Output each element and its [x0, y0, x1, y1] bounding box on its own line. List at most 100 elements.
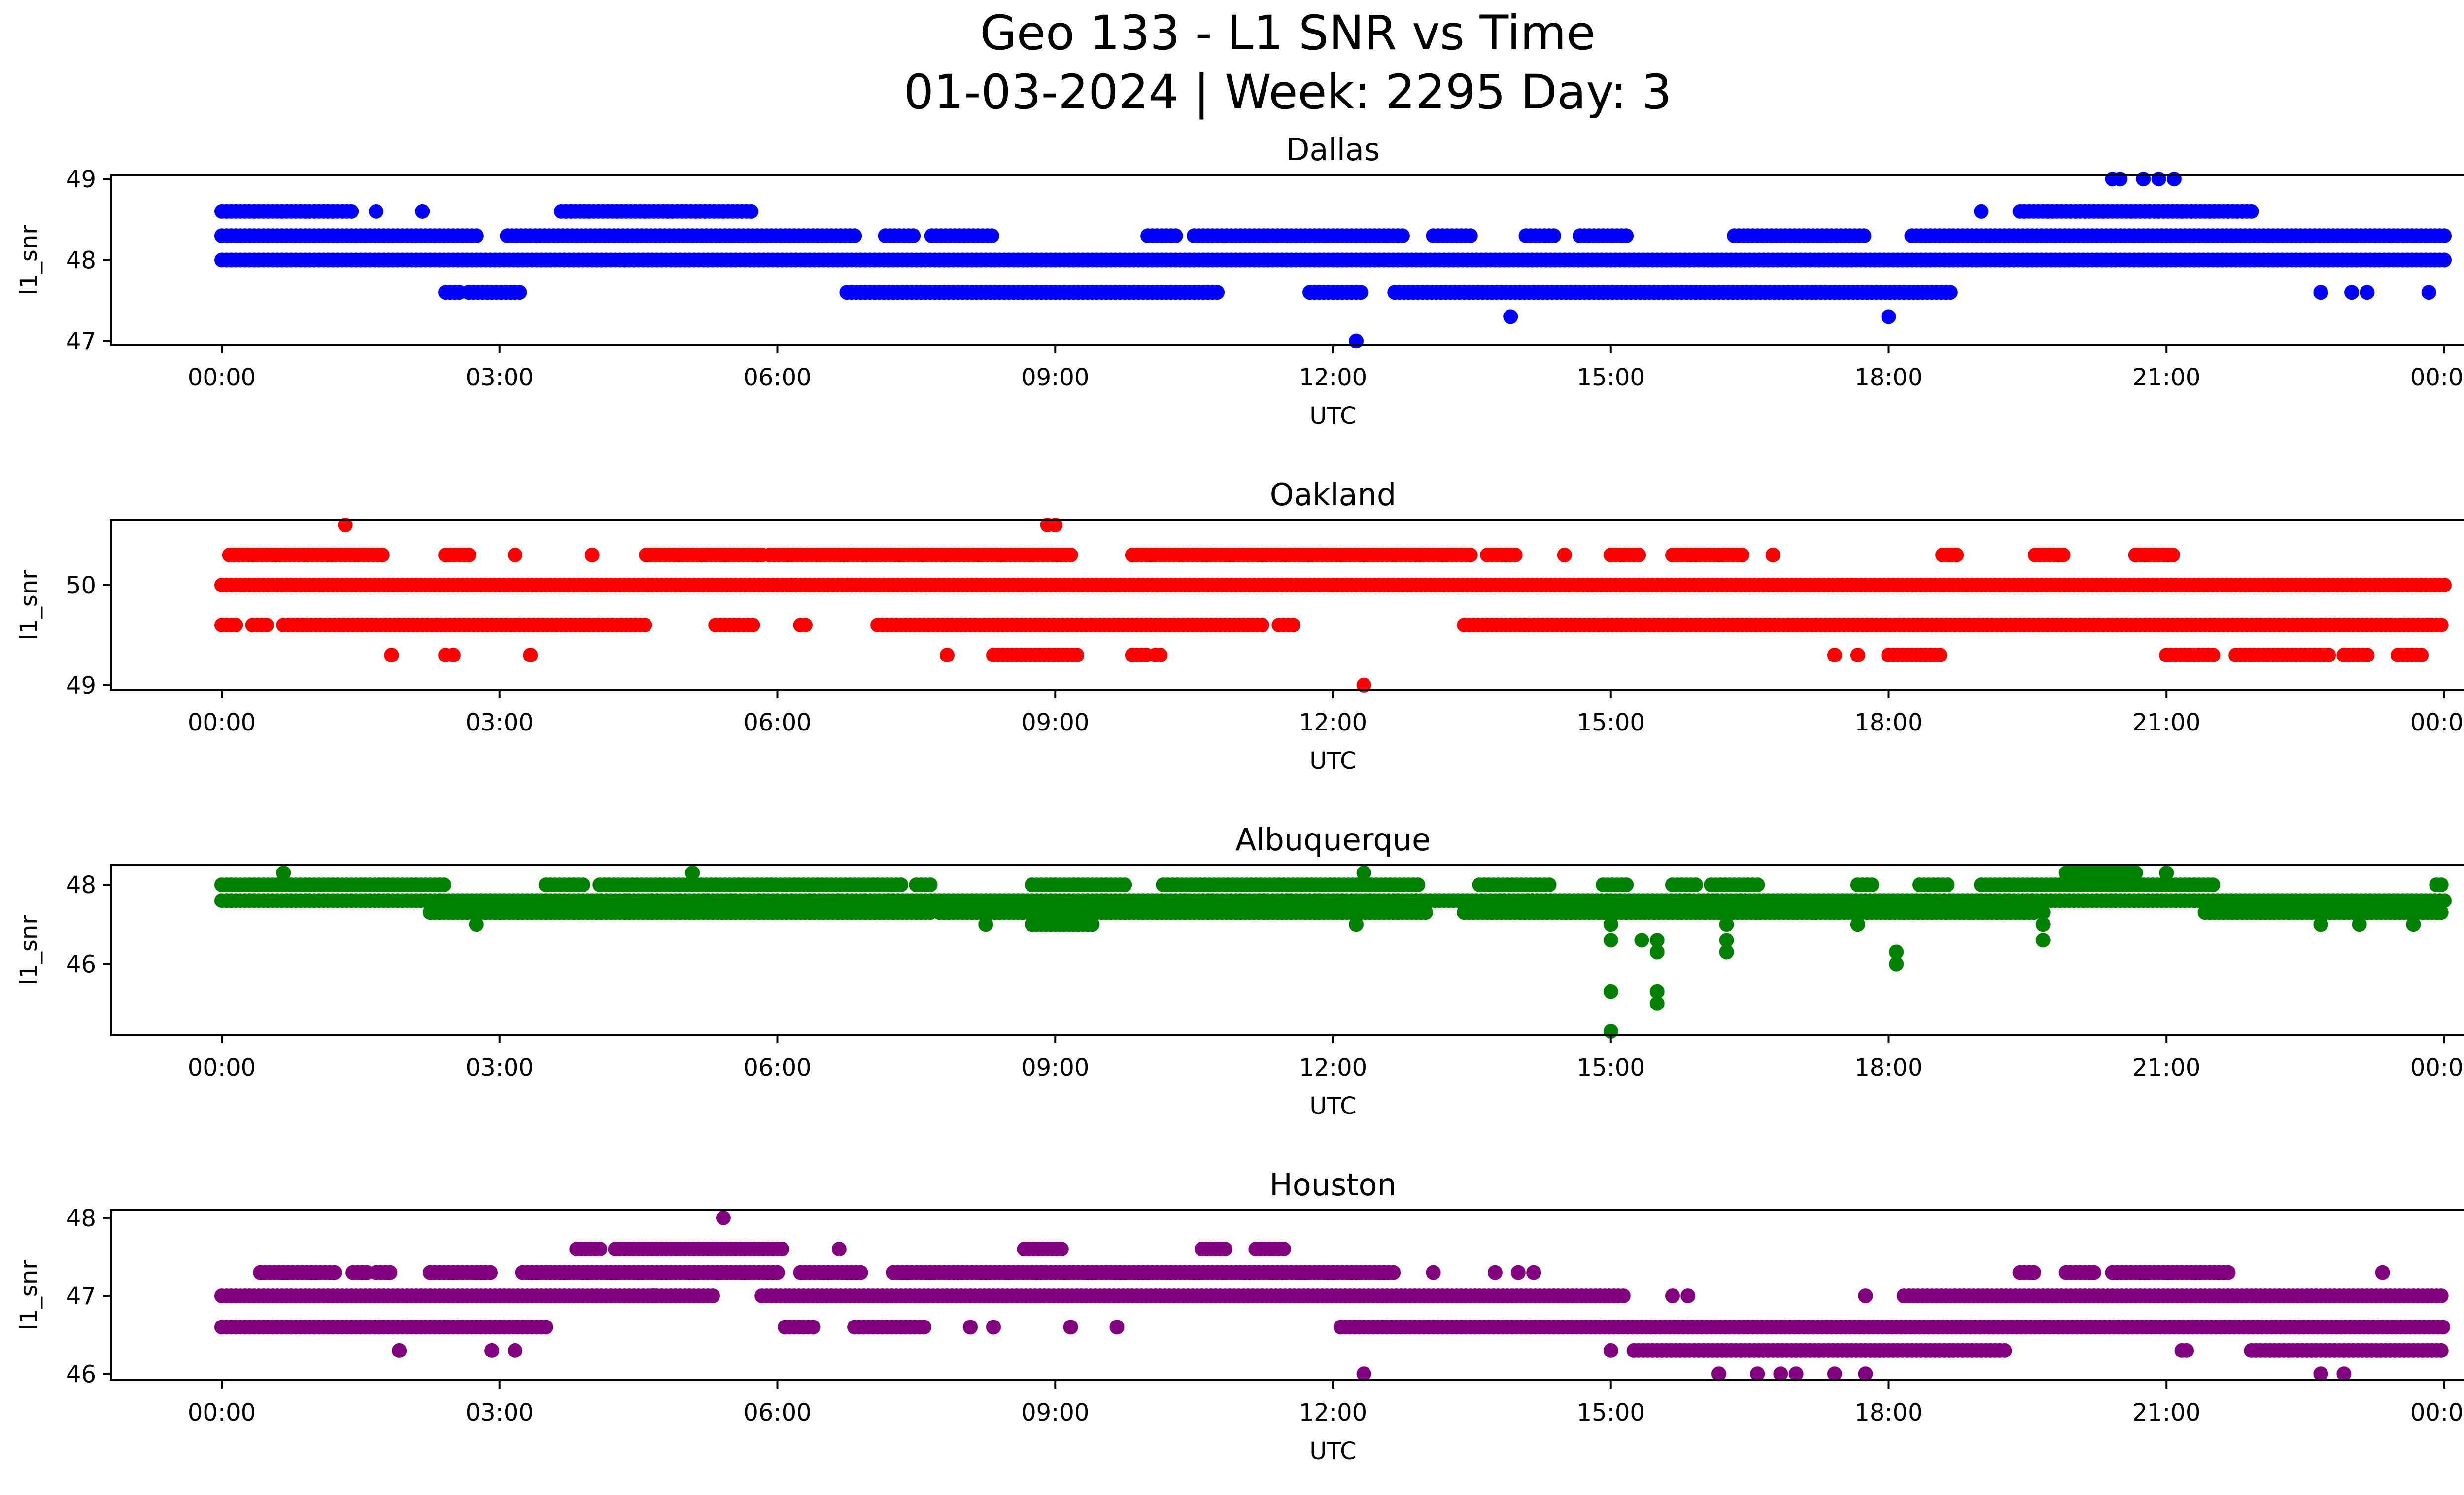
data-point: [327, 1265, 342, 1280]
x-axis-label: UTC: [1309, 1092, 1356, 1120]
data-point: [716, 1210, 731, 1225]
data-point: [1349, 333, 1364, 348]
data-point: [1395, 228, 1410, 243]
data-point: [1541, 877, 1557, 893]
series-level: [1025, 917, 1100, 932]
data-point: [1619, 228, 1634, 243]
data-point: [2179, 1343, 2194, 1358]
data-point: [2435, 1320, 2450, 1335]
data-point: [1634, 933, 1649, 948]
data-point: [2414, 648, 2429, 662]
series-level: [569, 1242, 1291, 1257]
x-tick-label: 06:00: [743, 364, 811, 391]
data-point: [2433, 618, 2449, 633]
data-point: [774, 1242, 789, 1257]
data-point: [1410, 877, 1426, 893]
x-axis-label: UTC: [1309, 402, 1356, 430]
data-point: [637, 618, 652, 633]
data-point: [1932, 648, 1947, 662]
data-point: [1943, 285, 1958, 300]
y-axis-label: l1_snr: [15, 570, 43, 640]
data-point: [384, 648, 399, 662]
data-point: [770, 1265, 785, 1280]
data-point: [1069, 648, 1085, 662]
data-point: [584, 548, 600, 562]
data-point: [1153, 648, 1168, 662]
data-point: [1856, 228, 1872, 243]
y-tick-label: 46: [66, 951, 96, 978]
data-point: [392, 1343, 407, 1358]
data-point: [2437, 228, 2452, 243]
y-tick-label: 48: [66, 247, 96, 275]
series-level: [1626, 1343, 2449, 1358]
data-point: [276, 866, 291, 880]
data-point: [1619, 877, 1634, 893]
data-point: [1719, 917, 1734, 932]
data-point: [1889, 956, 1904, 972]
data-point: [2205, 877, 2221, 893]
data-markers: [214, 866, 2452, 1039]
data-point: [2433, 877, 2449, 893]
x-tick-label: 00:00: [2410, 709, 2464, 736]
data-point: [523, 648, 538, 662]
data-point: [2026, 1265, 2041, 1280]
data-point: [2421, 285, 2436, 300]
data-point: [1356, 677, 1371, 693]
series-level: [214, 618, 2449, 633]
data-point: [592, 1242, 608, 1257]
data-point: [2035, 933, 2051, 948]
data-point: [923, 877, 938, 893]
data-point: [847, 228, 862, 243]
data-point: [538, 1320, 553, 1335]
series-level: [214, 577, 2452, 592]
data-point: [2165, 548, 2180, 562]
data-point: [853, 1265, 868, 1280]
data-point: [2205, 648, 2221, 662]
data-point: [415, 204, 430, 219]
subplot-title: Oakland: [1270, 477, 1397, 513]
x-tick-label: 18:00: [1854, 1054, 1922, 1081]
subplot-title: Houston: [1269, 1167, 1397, 1203]
data-point: [906, 228, 921, 243]
data-point: [1356, 866, 1371, 880]
data-point: [2035, 917, 2051, 932]
x-tick-label: 09:00: [1021, 364, 1089, 391]
data-point: [745, 618, 760, 633]
data-point: [2360, 648, 2375, 662]
x-tick-label: 00:00: [188, 364, 256, 391]
x-tick-label: 21:00: [2132, 1054, 2200, 1081]
data-point: [2035, 905, 2051, 920]
data-point: [1631, 548, 1646, 562]
x-tick-label: 03:00: [466, 1054, 534, 1081]
data-point: [2221, 1265, 2236, 1280]
data-point: [382, 1265, 398, 1280]
x-tick-label: 09:00: [1021, 1054, 1089, 1081]
x-tick-label: 00:00: [2410, 1054, 2464, 1081]
series-level: [422, 905, 2449, 920]
data-point: [1997, 1343, 2012, 1358]
data-point: [1117, 877, 1132, 893]
y-axis-label: l1_snr: [15, 225, 43, 295]
series-level: [438, 285, 1958, 300]
data-point: [1063, 548, 1078, 562]
data-markers: [214, 172, 2452, 348]
data-point: [1603, 917, 1618, 932]
data-point: [1949, 548, 1964, 562]
data-point: [1974, 204, 1989, 219]
data-point: [1349, 917, 1364, 932]
data-point: [1765, 548, 1780, 562]
data-point: [2087, 1265, 2101, 1280]
data-point: [1649, 996, 1665, 1011]
data-point: [1735, 548, 1749, 562]
data-point: [1649, 933, 1665, 948]
x-tick-label: 18:00: [1854, 364, 1922, 391]
data-point: [2055, 548, 2071, 562]
data-point: [1603, 984, 1618, 999]
data-point: [1750, 877, 1765, 893]
data-point: [1210, 285, 1225, 300]
data-point: [512, 285, 527, 300]
